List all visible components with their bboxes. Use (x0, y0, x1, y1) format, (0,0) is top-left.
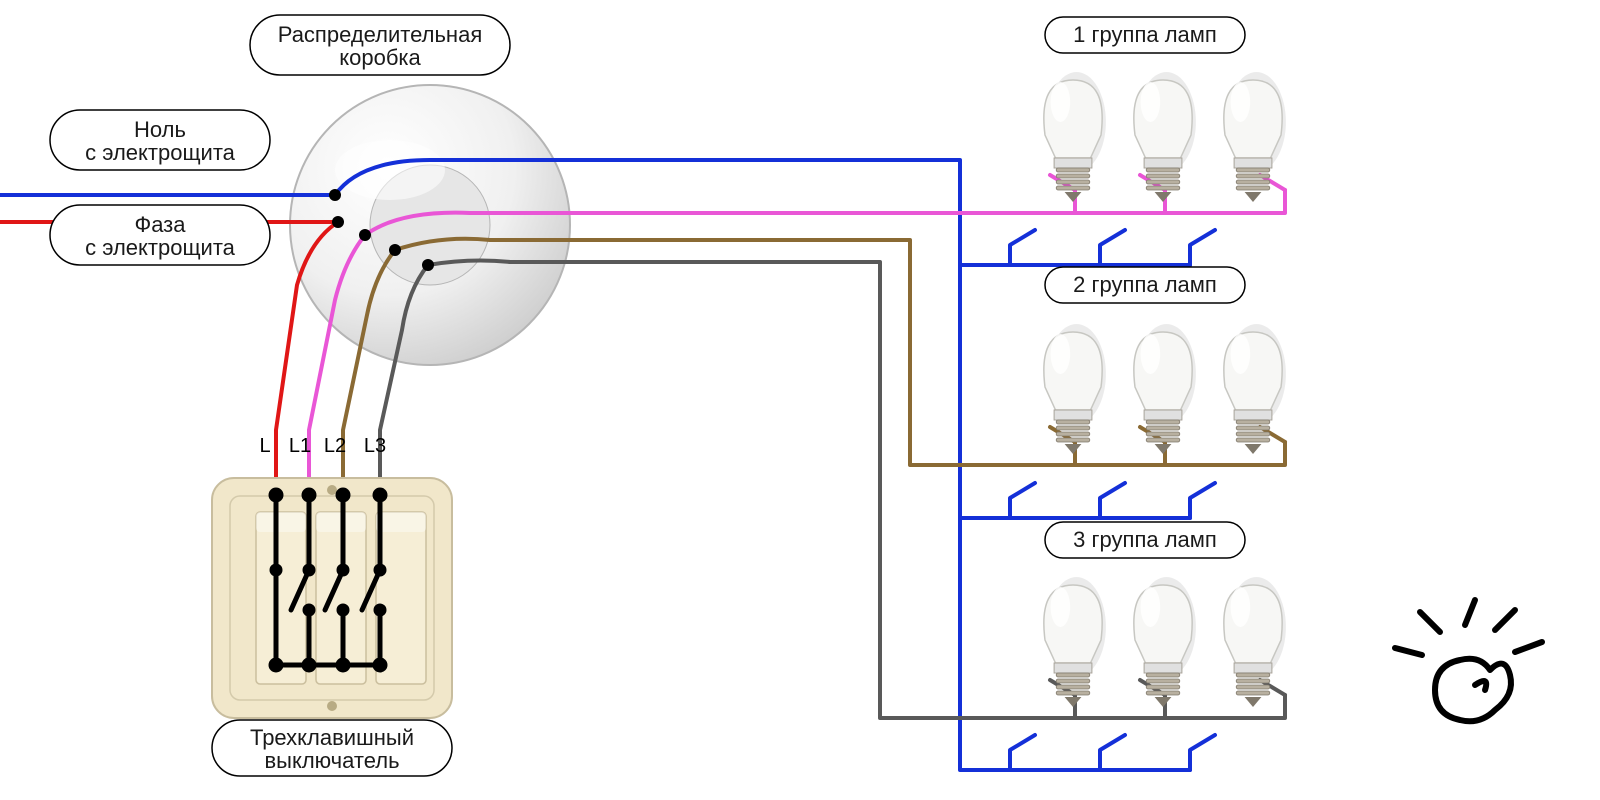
svg-text:Распределительная: Распределительная (278, 22, 482, 47)
label-neutral: Нольс электрощита (50, 110, 270, 170)
svg-text:1 группа ламп: 1 группа ламп (1073, 22, 1217, 47)
svg-text:3 группа ламп: 3 группа ламп (1073, 527, 1217, 552)
svg-text:с электрощита: с электрощита (85, 235, 236, 260)
svg-text:Трехклавишный: Трехклавишный (250, 725, 414, 750)
label-phase: Фазас электрощита (50, 205, 270, 265)
svg-text:L3: L3 (364, 435, 386, 457)
svg-text:Ноль: Ноль (134, 117, 186, 142)
label-group2: 2 группа ламп (1045, 267, 1245, 303)
svg-text:L2: L2 (324, 435, 346, 457)
label-junction-box: Распределительнаякоробка (250, 15, 510, 75)
label-switch: Трехклавишныйвыключатель (212, 720, 452, 776)
svg-text:2 группа ламп: 2 группа ламп (1073, 272, 1217, 297)
label-group1: 1 группа ламп (1045, 17, 1245, 53)
svg-text:выключатель: выключатель (264, 748, 399, 773)
svg-text:Фаза: Фаза (134, 212, 186, 237)
switch-key[interactable] (376, 512, 426, 684)
svg-text:L: L (259, 435, 270, 457)
svg-text:L1: L1 (289, 435, 311, 457)
label-group3: 3 группа ламп (1045, 522, 1245, 558)
svg-text:с электрощита: с электрощита (85, 140, 236, 165)
svg-text:коробка: коробка (339, 45, 421, 70)
